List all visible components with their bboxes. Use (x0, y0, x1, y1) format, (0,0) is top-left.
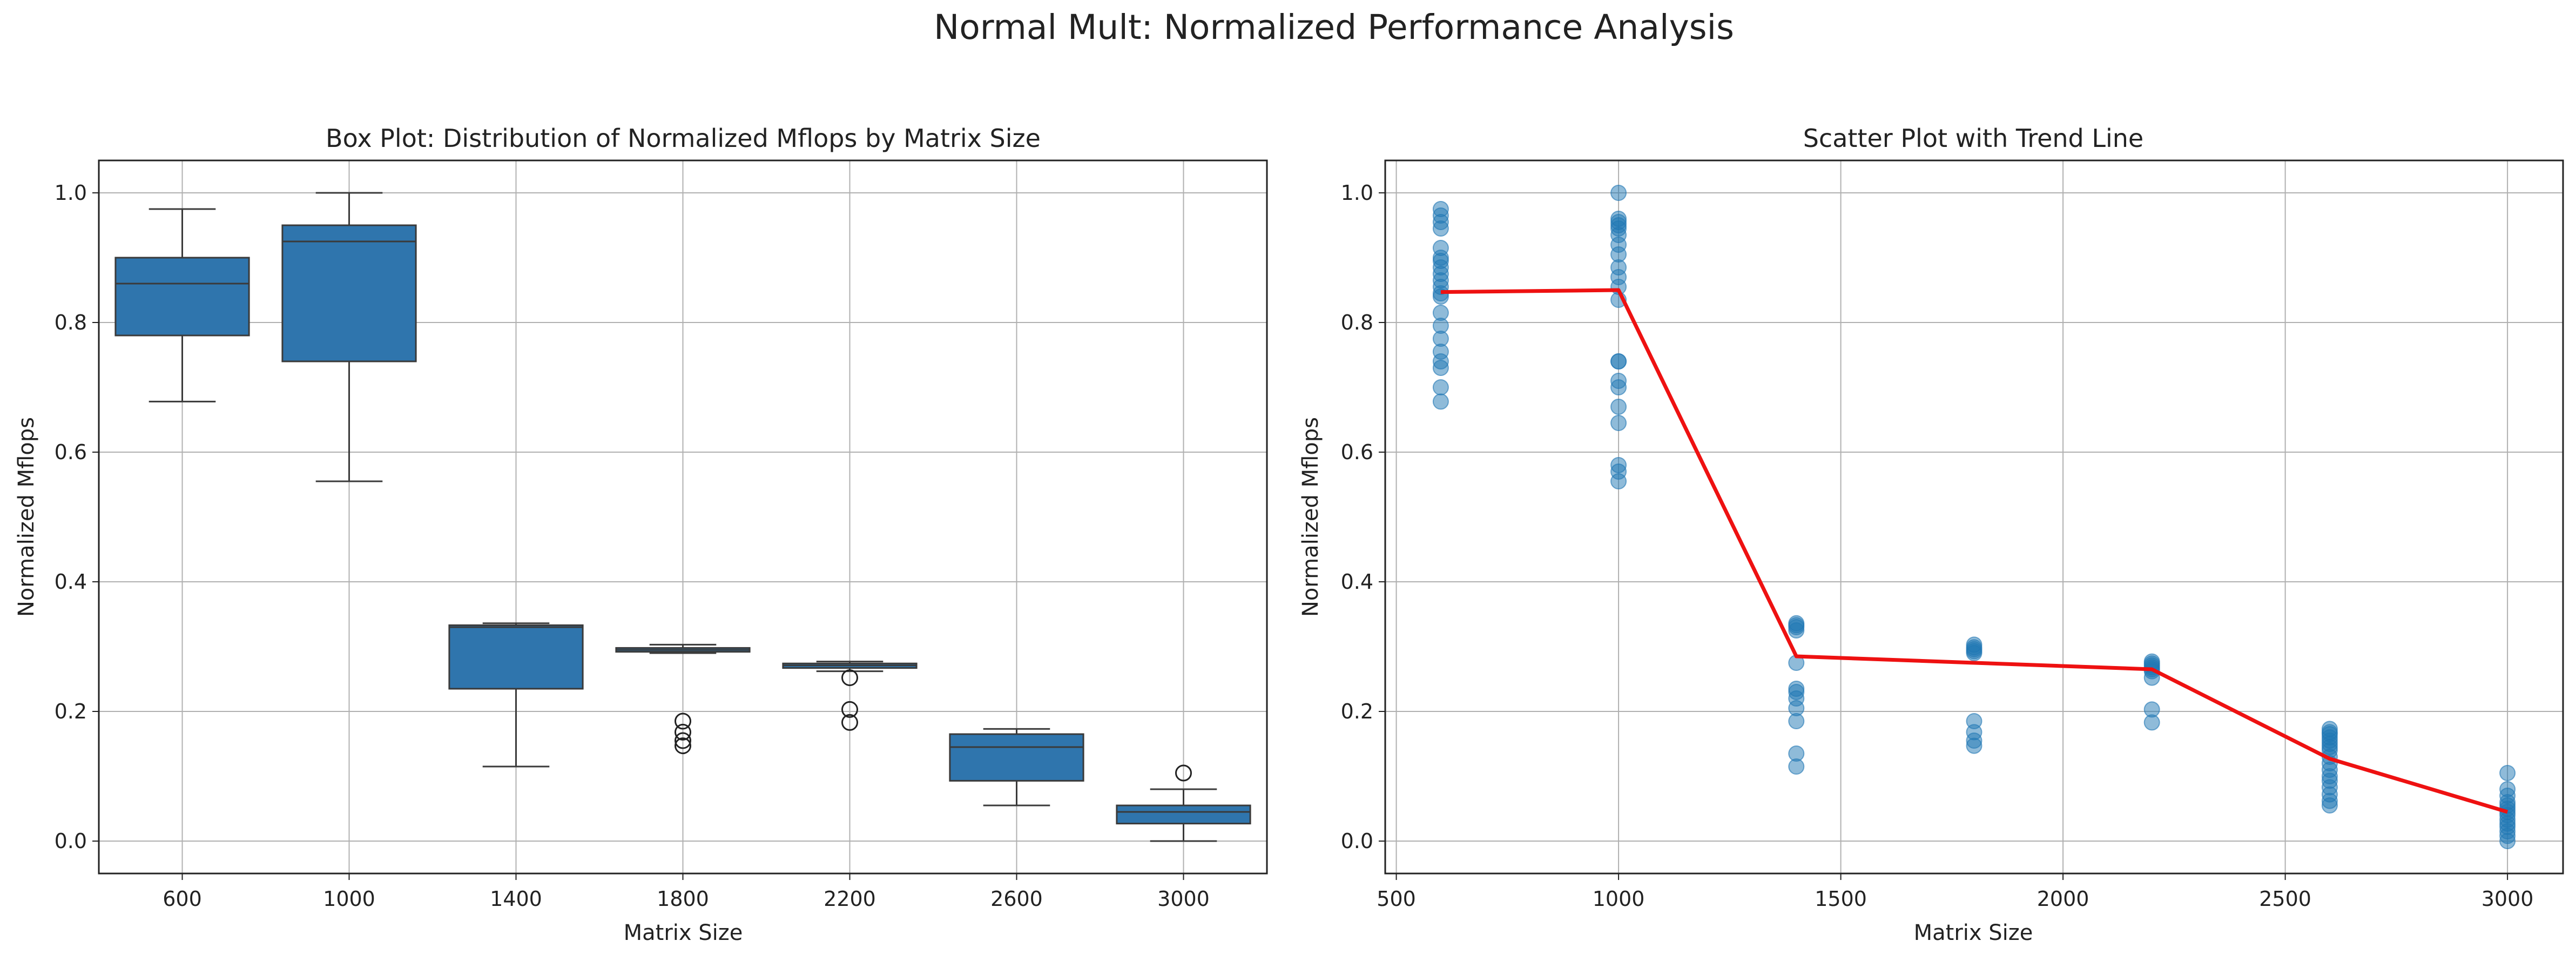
scatter-plot-title: Scatter Plot with Trend Line (1803, 124, 2144, 153)
outlier-point (675, 737, 691, 755)
box-body (448, 624, 584, 690)
scatter-point (2143, 653, 2160, 670)
scatter-point (1966, 636, 1982, 653)
outlier-point (841, 714, 858, 731)
scatter-point (1432, 379, 1449, 395)
x-tick-label: 3000 (2481, 887, 2534, 911)
x-tick-label: 1400 (490, 887, 542, 911)
box-1800 (615, 643, 751, 755)
scatter-plot-panel: Scatter Plot with Trend Line 500 1000 1500… (1298, 124, 2564, 945)
scatter-point (2143, 701, 2160, 718)
x-tick-label: 2600 (990, 887, 1043, 911)
scatter-point (2499, 781, 2516, 797)
y-tick-label: 0.2 (55, 700, 87, 723)
scatter-point (1432, 393, 1449, 410)
scatter-plot-ylabel: Normalized Mflops (1298, 417, 1323, 617)
box-plot-grid (99, 160, 1267, 873)
outlier-point (675, 732, 691, 749)
y-tick-label: 0.2 (1341, 700, 1373, 723)
box-plot-panel: Box Plot: Distribution of Normalized Mfl… (14, 124, 1268, 945)
scatter-point (1610, 457, 1627, 473)
box-1400 (448, 622, 584, 768)
scatter-point (2321, 721, 2338, 737)
scatter-point (1966, 713, 1982, 729)
scatter-point (1432, 240, 1449, 256)
y-tick-label: 0.4 (55, 570, 87, 594)
outlier-point (675, 713, 691, 730)
x-tick-label: 2200 (824, 887, 876, 911)
x-tick-label: 2500 (2259, 887, 2311, 911)
outlier-point (675, 723, 691, 741)
scatter-point (1788, 745, 1805, 762)
box-plot-xlabel: Matrix Size (624, 920, 743, 945)
scatter-point (1432, 201, 1449, 217)
box-3000 (1116, 764, 1251, 842)
scatter-point (1610, 399, 1627, 415)
x-tick-label: 1800 (657, 887, 709, 911)
outlier-point (841, 669, 858, 687)
scatter-point (1788, 615, 1805, 631)
trend-line (1440, 288, 2508, 814)
scatter-point (2499, 765, 2516, 781)
scatter-point (1610, 211, 1627, 227)
x-tick-label: 1500 (1815, 887, 1867, 911)
outlier-point (841, 701, 858, 718)
box-plot-marks (114, 192, 1251, 842)
box-plot-title: Box Plot: Distribution of Normalized Mfl… (326, 124, 1041, 153)
scatter-point (1610, 373, 1627, 389)
box-1000 (281, 192, 417, 482)
y-tick-label: 0.8 (1341, 311, 1373, 334)
y-tick-label: 0.6 (55, 440, 87, 464)
scatter-point (1788, 681, 1805, 697)
box-2600 (949, 728, 1084, 807)
x-tick-label: 1000 (1593, 887, 1645, 911)
scatter-point (1610, 185, 1627, 201)
figure-title: Normal Mult: Normalized Performance Anal… (934, 8, 1734, 47)
box-body (281, 224, 417, 362)
outlier-point (1175, 764, 1192, 782)
y-tick-label: 0.8 (55, 311, 87, 334)
scatter-plot-ticks: 500 1000 1500 2000 2500 3000 0.0 0.2 0.4 0.6 0.8 1.… (1341, 181, 2534, 911)
y-tick-label: 0.0 (55, 829, 87, 853)
scatter-point (1432, 305, 1449, 321)
x-tick-label: 600 (163, 887, 202, 911)
box-plot-ylabel: Normalized Mflops (14, 417, 39, 617)
y-tick-label: 1.0 (1341, 181, 1373, 205)
scatter-plot-marks (1432, 185, 2516, 849)
box-body (1116, 804, 1251, 825)
scatter-plot-grid (1385, 160, 2563, 873)
y-tick-label: 1.0 (55, 181, 87, 205)
box-body (949, 733, 1084, 782)
box-600 (114, 208, 250, 402)
scatter-point (1610, 415, 1627, 431)
scatter-plot-xlabel: Matrix Size (1914, 920, 2033, 945)
y-tick-label: 0.6 (1341, 440, 1373, 464)
y-tick-label: 0.0 (1341, 829, 1373, 853)
box-body (114, 257, 250, 337)
x-tick-label: 1000 (323, 887, 375, 911)
x-tick-label: 3000 (1157, 887, 1210, 911)
y-tick-label: 0.4 (1341, 570, 1373, 594)
scatter-plot-frame (1384, 159, 2564, 875)
scatter-point (1610, 353, 1627, 369)
box-2200 (782, 661, 918, 731)
box-plot-ticks: 600 1000 1400 1800 2200 2600 3000 0.0 0.2 0.4 0.6 0… (55, 181, 1210, 911)
x-tick-label: 500 (1377, 887, 1416, 911)
x-tick-label: 2000 (2037, 887, 2089, 911)
